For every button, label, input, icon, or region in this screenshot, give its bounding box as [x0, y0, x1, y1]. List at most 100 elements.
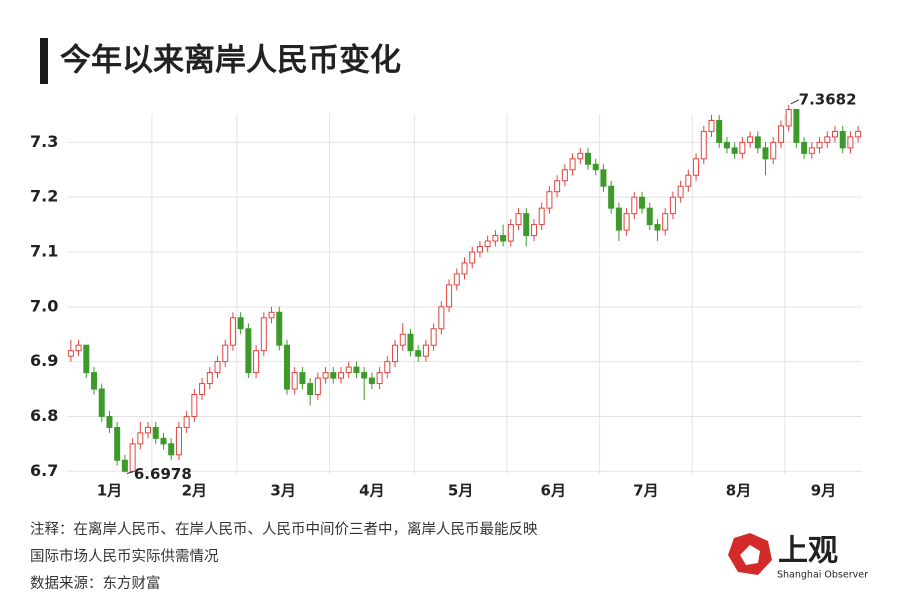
y-tick-label: 7.0 [30, 296, 58, 315]
candle-body [693, 158, 700, 176]
y-tick-label: 6.9 [30, 351, 58, 370]
candle-body [723, 141, 730, 149]
candle-body [561, 169, 568, 182]
candle-body [747, 136, 754, 143]
candle-body [831, 130, 838, 138]
candle-body [114, 426, 121, 461]
candle-body [793, 108, 800, 143]
annotation-arrow [790, 99, 799, 105]
x-tick-label: 3月 [270, 482, 295, 500]
candle-body [276, 311, 283, 346]
candle-body [83, 344, 90, 374]
candle-body [322, 372, 329, 379]
candle-body [500, 235, 507, 242]
annotation: 6.6978 [134, 465, 192, 483]
title-bar [40, 38, 48, 84]
candle-body [106, 415, 113, 428]
candle-body [438, 306, 445, 330]
candle-body [515, 213, 522, 226]
y-tick-label: 7.1 [30, 242, 58, 261]
candle-body [839, 130, 846, 149]
candle-body [538, 207, 545, 226]
candle-body [175, 426, 182, 456]
candle-body [461, 262, 468, 275]
candle-body [283, 344, 290, 390]
candle-body [623, 213, 630, 231]
x-tick-label: 7月 [633, 482, 658, 500]
candle-body [191, 394, 198, 417]
candle-body [824, 136, 831, 143]
note: 国际市场人民币实际供需情况 [30, 548, 219, 565]
y-tick-label: 7.2 [30, 187, 58, 206]
candle-body [476, 246, 483, 253]
candle-body [785, 108, 792, 127]
annotation-arrow [126, 470, 135, 474]
candle-body [137, 432, 144, 445]
candle-body [631, 196, 638, 215]
candle-body [183, 415, 190, 428]
candle-body [453, 273, 460, 286]
candle-body [245, 328, 252, 374]
candle-body [222, 344, 229, 363]
candle-body [129, 443, 136, 472]
candle-body [608, 185, 615, 209]
candle-body [731, 147, 738, 154]
candle-body [685, 174, 692, 187]
candle-body [152, 426, 159, 439]
candle-body [338, 372, 345, 379]
x-tick-label: 4月 [359, 482, 384, 500]
candle-body [430, 328, 437, 346]
candle-body [523, 213, 530, 237]
candle-body [376, 372, 383, 385]
x-tick-label: 9月 [811, 482, 836, 500]
candle-body [229, 317, 236, 346]
logo: 上观 Shanghai Observer [728, 533, 868, 581]
candle-body [199, 383, 206, 396]
candle-body [361, 372, 368, 379]
candle-body [754, 136, 761, 149]
candle-body [677, 185, 684, 198]
candle-body [253, 350, 260, 374]
candle-body [121, 459, 128, 472]
candle-body [168, 443, 175, 456]
candle-body [716, 119, 723, 143]
candle-body [808, 147, 815, 154]
x-tick-label: 2月 [182, 482, 207, 500]
candle-body [484, 240, 491, 248]
candle-body [345, 366, 352, 374]
candle-body [91, 372, 98, 390]
candle-body [855, 130, 862, 138]
candle-body [546, 191, 553, 209]
candle-body [67, 350, 74, 357]
candle-body [98, 388, 105, 417]
candle-body [314, 377, 321, 396]
candle-body [584, 152, 591, 165]
logo-subtitle: Shanghai Observer [777, 570, 868, 581]
candle-body [353, 366, 360, 374]
candle-body [237, 317, 244, 330]
candle-body [639, 196, 646, 209]
x-tick-label: 1月 [97, 482, 122, 500]
candle-body [299, 372, 306, 385]
candle-body [160, 437, 167, 445]
candle-body [368, 377, 375, 385]
candle-body [577, 152, 584, 160]
candle-body [530, 224, 537, 237]
candle-body [847, 136, 854, 149]
candle-body [708, 119, 715, 132]
candle-body [600, 169, 607, 187]
y-tick-label: 7.3 [30, 132, 58, 151]
logo-name: 上观 [778, 534, 838, 569]
note: 数据来源：东方财富 [30, 574, 161, 592]
y-tick-label: 6.7 [30, 461, 58, 480]
candle-body [145, 426, 152, 434]
candle-body [770, 141, 777, 160]
annotation: 7.3682 [799, 90, 857, 108]
note: 注释：在离岸人民币、在岸人民币、人民币中间价三者中，离岸人民币最能反映 [30, 521, 538, 538]
candle-body [669, 196, 676, 215]
candle-body [739, 141, 746, 154]
candle-body [492, 235, 499, 242]
candle-body [615, 207, 622, 231]
candle-body [801, 141, 808, 154]
